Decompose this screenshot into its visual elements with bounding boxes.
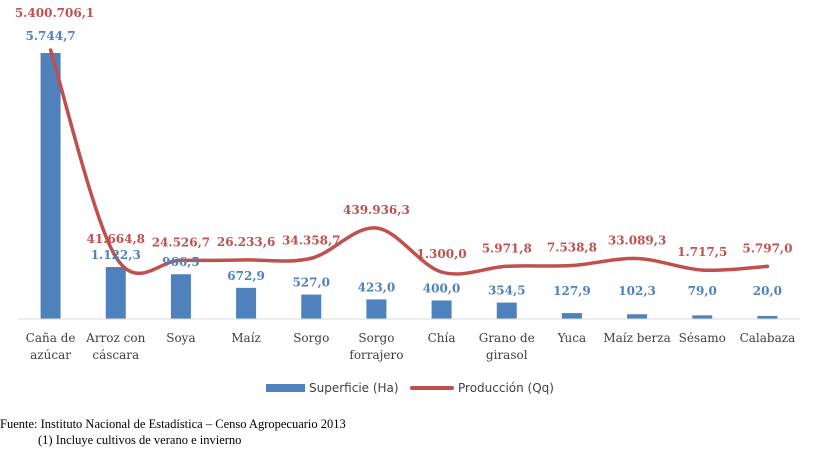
line-value-labels: 5.400.706,1 41.664,8 24.526,7 26.233,6 34.35… [15,6,793,261]
bar-value-label: 127,9 [553,284,591,298]
line-value-label: 41.664,8 [87,232,145,246]
bar [627,314,648,319]
category-label: Grano de [479,331,535,345]
line-value-label: 5.400.706,1 [15,6,94,20]
line-value-label: 1.717,5 [677,245,727,259]
bar-value-label: 5.744,7 [26,29,76,43]
bar [561,313,582,319]
bar [692,315,713,319]
bar-value-label: 79,0 [688,284,717,298]
footnote: (1) Incluye cultivos de verano e inviern… [38,433,242,447]
bar-value-label: 672,9 [227,269,265,283]
line-value-label: 33.089,3 [608,233,666,247]
bar-value-label: 354,5 [488,284,526,298]
legend-label-produccion: Producción (Qq) [458,381,554,395]
legend-swatch-superficie [266,384,305,392]
bar-value-label: 1.122,3 [91,248,141,262]
bar [40,53,61,319]
line-series [48,48,770,276]
bar-value-label: 527,0 [292,276,330,290]
bar [301,294,322,319]
category-label: Maíz [231,331,261,345]
line-value-label: 1.300,0 [417,247,467,261]
line-value-label: 7.538,8 [547,241,597,255]
bar-value-label: 20,0 [753,284,782,298]
line-value-label: 5.797,0 [742,241,792,255]
legend: Superficie (Ha) Producción (Qq) [266,381,554,395]
category-label: Sorgo [293,331,329,345]
category-label: Yuca [557,331,586,345]
bar [431,300,452,319]
line-value-label: 34.358,7 [282,233,340,247]
bar [105,267,126,319]
bar [496,302,517,319]
category-label: Maíz berza [603,331,670,345]
bar-value-label: 102,3 [618,284,656,298]
line-value-label: 439.936,3 [343,203,410,217]
bar-value-label: 400,0 [423,281,461,295]
bar [236,287,257,319]
category-label: Sorgo [358,331,394,345]
line-value-label: 26.233,6 [217,235,275,249]
category-label: Chía [428,331,456,345]
category-label: cáscara [92,348,139,362]
bar-value-label: 423,0 [358,280,396,294]
line-value-label: 24.526,7 [152,235,210,249]
category-label: Soya [166,331,195,345]
bar [757,316,778,319]
bar-value-label: 966,5 [162,255,200,269]
bar-value-labels: 5.744,7 1.122,3 966,5 672,9 527,0 423,0 400,0 3… [26,29,783,298]
bar [170,274,191,319]
category-label: azúcar [30,348,71,362]
bar-series [40,53,778,319]
legend-label-superficie: Superficie (Ha) [309,381,399,395]
category-label: Arroz con [85,331,145,345]
category-label: forrajero [349,348,403,362]
bar [366,299,387,319]
chart: 5.744,7 1.122,3 966,5 672,9 527,0 423,0 400,0 3… [15,6,800,395]
category-label: Caña de [26,331,76,345]
production-line [48,48,770,276]
category-label: Sésamo [679,331,726,345]
category-labels: Caña de azúcar Arroz con cáscara Soya Maíz Sor… [26,331,796,362]
source-note: Fuente: Instituto Nacional de Estadístic… [0,417,346,431]
line-value-label: 5.971,8 [482,241,532,255]
category-label: girasol [486,348,528,362]
category-label: Calabaza [740,331,796,345]
